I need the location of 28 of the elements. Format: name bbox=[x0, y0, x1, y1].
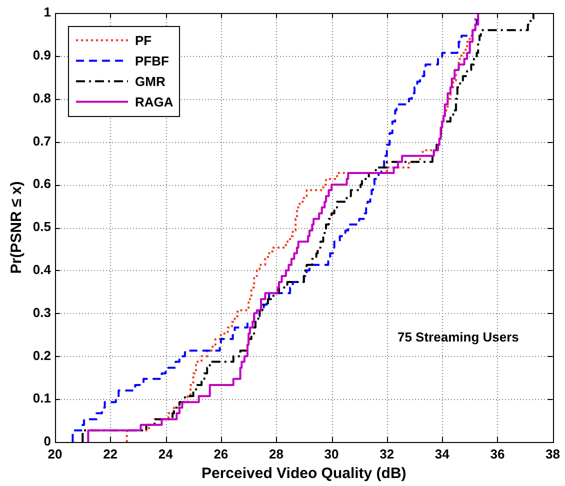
x-tick-label: 22 bbox=[103, 446, 118, 462]
legend-label: PFBF bbox=[135, 53, 169, 68]
y-tick-label: 0.6 bbox=[32, 176, 51, 192]
x-tick-label: 20 bbox=[48, 446, 62, 462]
legend-label: PF bbox=[135, 32, 152, 48]
y-tick-label: 0.1 bbox=[32, 390, 51, 406]
y-tick-label: 0.7 bbox=[32, 133, 51, 148]
x-tick-label: 24 bbox=[158, 446, 174, 462]
x-tick-label: 34 bbox=[434, 446, 450, 462]
y-tick-label: 0.4 bbox=[32, 262, 52, 277]
x-tick-label: 32 bbox=[380, 446, 394, 462]
x-tick-label: 38 bbox=[546, 446, 560, 462]
y-axis-title: Pr(PSNR ≤ x) bbox=[8, 181, 26, 274]
y-tick-label: 0.2 bbox=[32, 348, 51, 363]
y-tick-label: 0 bbox=[44, 434, 51, 449]
x-tick-label: 26 bbox=[214, 446, 228, 462]
x-axis-title: Perceived Video Quality (dB) bbox=[201, 465, 406, 482]
x-tick-label: 36 bbox=[490, 446, 505, 462]
annotation: 75 Streaming Users bbox=[397, 329, 519, 344]
x-tick-label: 30 bbox=[324, 446, 339, 462]
y-tick-label: 1 bbox=[44, 4, 51, 20]
x-tick-label: 28 bbox=[268, 446, 284, 462]
y-tick-label: 0.8 bbox=[32, 90, 51, 106]
legend-label: GMR bbox=[135, 74, 166, 89]
y-tick-label: 0.9 bbox=[32, 47, 51, 62]
y-tick-label: 0.5 bbox=[32, 219, 51, 234]
legend-label: RAGA bbox=[135, 94, 174, 110]
y-tick-label: 0.3 bbox=[32, 304, 51, 320]
